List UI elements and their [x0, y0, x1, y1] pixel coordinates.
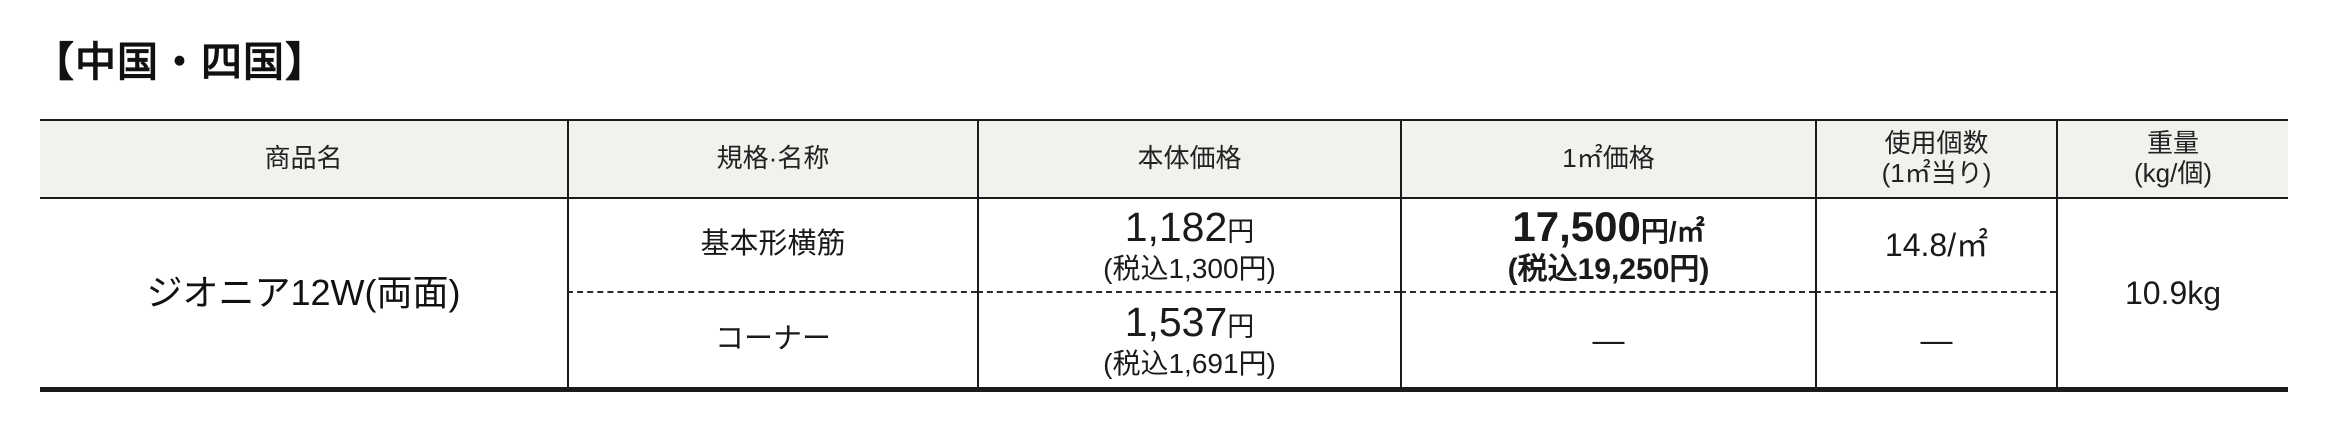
product-name-cell: ジオニア12W(両面) — [40, 199, 567, 387]
price-value: 1,182 — [1124, 204, 1228, 251]
unit-price-cell: 1,182 円 (税込1,300円) — [977, 199, 1400, 293]
weight-value: 10.9kg — [2124, 274, 2222, 311]
price-table: 商品名 規格·名称 本体価格 1㎡価格 使用個数 (1㎡当り) 重量 (kg/個… — [40, 119, 2288, 392]
header-product-name: 商品名 — [40, 121, 567, 199]
header-label: 本体価格 — [1137, 143, 1242, 174]
weight-cell: 10.9kg — [2056, 199, 2288, 387]
sqm-price-value: 17,500 — [1512, 202, 1641, 250]
price-value: 1,537 — [1124, 299, 1228, 346]
header-label: 使用個数 — [1884, 128, 1989, 159]
header-spec-name: 規格·名称 — [567, 121, 977, 199]
usage-empty: — — [1920, 321, 1953, 358]
sqm-price-empty: — — [1592, 321, 1625, 358]
price-line: 1,182 円 — [1125, 204, 1255, 251]
price-unit: 円 — [1227, 312, 1255, 343]
spec-cell: コーナー — [567, 293, 977, 387]
header-sublabel: (1㎡当り) — [1881, 158, 1992, 188]
price-unit: 円 — [1227, 217, 1255, 248]
spec-cell: 基本形横筋 — [567, 199, 977, 293]
header-label: 1㎡価格 — [1562, 143, 1655, 174]
header-label: 重量 — [2146, 128, 2199, 159]
header-label: 商品名 — [264, 143, 343, 174]
spec-label: コーナー — [714, 323, 831, 356]
sqm-price-tax: (税込19,250円) — [1507, 252, 1710, 286]
price-line: 17,500 円/㎡ — [1512, 203, 1704, 251]
product-name: ジオニア12W(両面) — [146, 272, 461, 314]
usage-cell: 14.8/㎡ — [1815, 199, 2056, 293]
usage-value: 14.8/㎡ — [1884, 226, 1989, 263]
sqm-price-unit: 円/㎡ — [1640, 215, 1705, 247]
header-sqm-price: 1㎡価格 — [1400, 121, 1815, 199]
sqm-price-cell: 17,500 円/㎡ (税込19,250円) — [1400, 199, 1815, 293]
page-title: 【中国・四国】 — [33, 39, 327, 85]
header-unit-price: 本体価格 — [977, 121, 1400, 199]
header-weight: 重量 (kg/個) — [2056, 121, 2288, 199]
header-sublabel: (kg/個) — [2133, 158, 2212, 188]
spec-label: 基本形横筋 — [700, 228, 846, 261]
header-label: 規格·名称 — [716, 143, 830, 174]
sqm-price-cell: — — [1400, 293, 1815, 387]
usage-cell: — — [1815, 293, 2056, 387]
price-line: 1,537 円 — [1125, 299, 1255, 346]
price-tax: (税込1,691円) — [1103, 348, 1276, 380]
unit-price-cell: 1,537 円 (税込1,691円) — [977, 293, 1400, 387]
header-usage-count: 使用個数 (1㎡当り) — [1815, 121, 2056, 199]
price-tax: (税込1,300円) — [1103, 253, 1276, 285]
